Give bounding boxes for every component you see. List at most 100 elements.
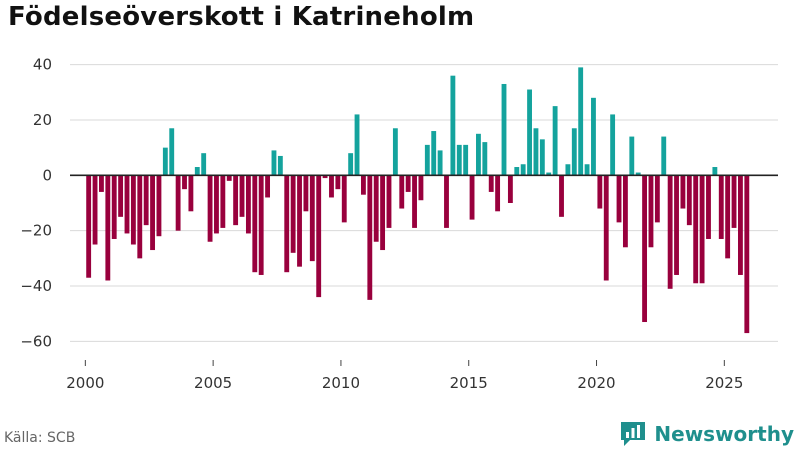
bar [265,175,271,198]
x-tick-label: 2005 [194,374,232,392]
bar [476,133,481,176]
bars [86,67,750,334]
bar [699,175,705,284]
bar [456,144,462,176]
bar [239,175,245,217]
bar [642,175,648,323]
bar [514,167,520,176]
bar [706,175,711,239]
bar [252,175,258,273]
bar [737,175,743,275]
bar [424,144,430,176]
bar [431,131,437,176]
bar [367,175,373,300]
bar [622,175,628,248]
bar [105,175,111,281]
bar [380,175,386,251]
bar [412,175,417,228]
y-tick-label: −20 [20,222,52,240]
bar [661,136,667,176]
bar [686,175,692,226]
bar [552,106,558,176]
bar [680,175,686,209]
source-note: Källa: SCB [4,430,76,446]
y-tick-label: 0 [42,166,52,184]
bar [495,175,501,212]
bar [725,175,731,259]
bar [92,175,98,245]
bar [169,128,175,176]
bar [284,175,290,273]
bar [616,175,622,223]
bar [591,97,596,176]
bar [194,167,200,176]
grid-lines [70,64,778,342]
bar [482,142,488,176]
y-tick-label: 40 [33,56,52,74]
bar [316,175,322,298]
bar [137,175,143,259]
bar [175,175,181,231]
bar [297,175,302,267]
bar [188,175,194,212]
y-tick-label: −60 [20,332,52,350]
bar [546,172,552,176]
bar [539,139,545,176]
bar [693,175,699,284]
bar [329,175,334,198]
bar [731,175,737,228]
bar [86,175,92,278]
bar [220,175,226,228]
bar [354,114,360,176]
brand-name: Newsworthy [654,422,794,446]
chart-title: Födelseöverskott i Katrineholm [8,2,475,32]
bar [718,175,724,239]
bar [226,175,232,181]
bar [258,175,264,275]
bar [386,175,392,228]
x-tick-label: 2020 [577,374,615,392]
bar [667,175,673,289]
y-tick-label: −40 [20,277,52,295]
bar [603,175,609,281]
bar [584,164,590,176]
bar [501,83,507,176]
y-tick-label: 20 [33,111,52,129]
bar [450,75,456,176]
bar [635,172,641,176]
bar [712,167,718,176]
bar [335,175,341,190]
x-tick-label: 2015 [450,374,488,392]
bar [277,155,283,176]
bar [360,175,366,195]
bar [392,128,398,176]
bar [271,150,277,176]
x-tick-label: 2010 [322,374,360,392]
bar [156,175,162,237]
bar [399,175,405,209]
x-axis: 2000 2005 2010 2015 2020 2025 [66,360,743,392]
bar [444,175,449,228]
bar [143,175,149,226]
bar [201,153,207,176]
bar [610,114,616,176]
bar [520,164,526,176]
bar [571,128,577,176]
bar [507,175,513,203]
bar [290,175,296,253]
brand-logo[interactable]: Newsworthy [618,420,794,448]
bar [130,175,136,245]
bar [373,175,379,242]
bar [488,175,494,192]
bar [437,150,443,176]
bar [207,175,213,242]
newsworthy-logo-icon [621,422,646,446]
bar [559,175,564,217]
bar [124,175,130,234]
bar [533,128,539,176]
bar [118,175,124,217]
bar [469,175,475,220]
bar [341,175,347,223]
bar [418,175,424,201]
x-tick-label: 2000 [66,374,104,392]
